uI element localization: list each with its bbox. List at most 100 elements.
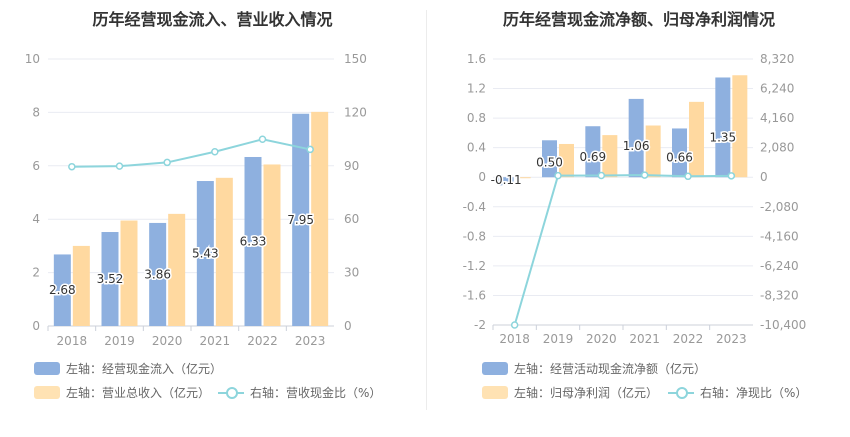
x-tick-label: 2019 — [104, 334, 135, 348]
y-right-tick-label: 0 — [760, 170, 768, 184]
y-left-tick-label: -2 — [474, 318, 486, 332]
legend-swatch-line — [218, 386, 244, 399]
x-tick-label: 2023 — [716, 332, 747, 346]
right-legend-item-1[interactable]: 左轴：经营活动现金流净额（亿元） — [482, 360, 706, 377]
bar-data-label: 5.43 — [192, 247, 219, 261]
bar-series-2 — [689, 101, 704, 178]
legend-swatch-bar — [482, 386, 508, 399]
bar-series-1 — [715, 77, 731, 178]
y-right-tick-label: 30 — [344, 266, 359, 280]
bar-data-label: 0.66 — [666, 151, 693, 165]
x-tick-label: 2021 — [200, 334, 231, 348]
bar-data-label: 2.68 — [49, 283, 76, 297]
y-right-tick-label: 60 — [344, 212, 359, 226]
y-right-tick-label: -10,400 — [760, 318, 806, 332]
bar-series-2 — [263, 164, 281, 326]
bar-series-1 — [672, 128, 687, 178]
bar-series-1 — [292, 113, 310, 326]
y-right-tick-label: -2,080 — [760, 200, 799, 214]
line-point — [640, 171, 649, 179]
left-legend-item-3[interactable]: 右轴：营收现金比（%） — [218, 384, 381, 401]
left-legend-item-1[interactable]: 左轴：经营现金流入（亿元） — [34, 360, 222, 377]
y-right-tick-label: -8,320 — [760, 288, 799, 302]
y-right-tick-label: -4,160 — [760, 229, 799, 243]
y-left-tick-label: 0.8 — [467, 111, 486, 125]
bar-data-label: 6.33 — [240, 234, 267, 248]
bar-series-1 — [149, 222, 167, 326]
bar-data-label: 0.69 — [579, 150, 606, 164]
line-series — [71, 138, 311, 168]
right-legend-item-2[interactable]: 左轴：归母净利润（亿元） — [482, 384, 658, 401]
line-point — [163, 158, 171, 167]
line-point — [727, 172, 736, 180]
bar-series-1 — [244, 156, 262, 326]
y-left-tick-label: 0 — [478, 170, 486, 184]
y-left-tick-label: -0.8 — [463, 229, 486, 243]
x-tick-label: 2022 — [247, 334, 278, 348]
left-chart-title: 历年经营现金流入、营业收入情况 — [92, 10, 333, 29]
x-tick-label: 2023 — [295, 334, 326, 348]
bar-data-label: -0.11 — [491, 173, 522, 187]
bar-series-2 — [559, 143, 574, 178]
bar-data-label: 1.35 — [709, 130, 736, 144]
y-left-tick-label: 1.2 — [467, 82, 486, 96]
line-point — [115, 162, 124, 170]
bar-series-2 — [72, 245, 90, 326]
line-point — [597, 171, 606, 180]
bar-series-2 — [120, 220, 138, 326]
y-right-tick-label: 150 — [344, 52, 367, 66]
bar-series-1 — [101, 232, 119, 326]
bar-series-2 — [311, 111, 329, 326]
y-left-tick-label: 0.4 — [467, 141, 486, 155]
left-legend-item-2[interactable]: 左轴：营业总收入（亿元） — [34, 384, 210, 401]
line-point — [306, 145, 314, 154]
legend-label: 左轴：经营活动现金流净额（亿元） — [514, 362, 707, 376]
legend-swatch-line — [668, 386, 694, 399]
line-point — [258, 135, 267, 144]
left-chart-svg: 0 2 4 6 8 10 0 30 60 90 120 150 2018 2019 2020 2021 2022… — [25, 52, 367, 348]
y-left-tick-label: -1.2 — [463, 259, 486, 273]
line-point — [211, 147, 219, 156]
x-tick-label: 2022 — [673, 332, 704, 346]
bar-data-label: 7.95 — [287, 213, 314, 227]
legend-label: 右轴：净现比（%） — [700, 386, 808, 400]
line-point — [510, 321, 519, 329]
y-right-tick-label: 4,160 — [760, 111, 794, 125]
legend-swatch-bar — [34, 386, 60, 399]
y-left-tick-label: -1.6 — [463, 288, 486, 302]
right-chart-panel: 历年经营现金流净额、归母净利润情况 -2 -1.6 -1.2 -0.8 -0.4 0 0.4… — [428, 0, 850, 437]
y-left-tick-label: 2 — [32, 266, 40, 280]
bar-series-1 — [542, 140, 557, 178]
y-left-tick-label: -0.4 — [463, 200, 486, 214]
legend-swatch-bar — [482, 362, 508, 375]
legend-label: 右轴：营收现金比（%） — [250, 386, 382, 400]
right-legend-item-3[interactable]: 右轴：净现比（%） — [668, 384, 807, 401]
x-tick-label: 2019 — [543, 332, 574, 346]
x-tick-label: 2020 — [152, 334, 183, 348]
y-right-tick-label: 120 — [344, 105, 367, 119]
line-series — [513, 174, 732, 326]
bar-series-1 — [585, 126, 601, 178]
y-left-tick-label: 4 — [32, 212, 40, 226]
bar-series-2 — [602, 135, 618, 178]
y-left-tick-label: 1.6 — [467, 52, 486, 66]
bar-series-2 — [645, 125, 661, 178]
y-left-tick-label: 6 — [32, 159, 40, 173]
right-chart-svg: -2 -1.6 -1.2 -0.8 -0.4 0 0.4 0.8 1.2 1.6 -10,400 -8… — [463, 52, 807, 346]
right-chart-title: 历年经营现金流净额、归母净利润情况 — [502, 10, 775, 29]
x-tick-label: 2021 — [629, 332, 660, 346]
legend-label: 左轴：归母净利润（亿元） — [514, 386, 659, 400]
line-point — [68, 162, 76, 171]
y-right-tick-label: 8,320 — [760, 52, 794, 66]
legend-swatch-bar — [34, 362, 60, 375]
legend-label: 左轴：经营现金流入（亿元） — [66, 362, 223, 376]
y-left-tick-label: 8 — [32, 105, 40, 119]
bar-series-2 — [515, 177, 531, 179]
bar-data-label: 3.86 — [144, 267, 171, 281]
y-right-tick-label: 6,240 — [760, 82, 794, 96]
bar-data-label: 3.52 — [97, 272, 124, 286]
x-tick-label: 2018 — [499, 332, 530, 346]
bar-data-label: 0.50 — [536, 155, 563, 169]
y-right-tick-label: 0 — [344, 319, 352, 333]
x-tick-label: 2020 — [586, 332, 617, 346]
